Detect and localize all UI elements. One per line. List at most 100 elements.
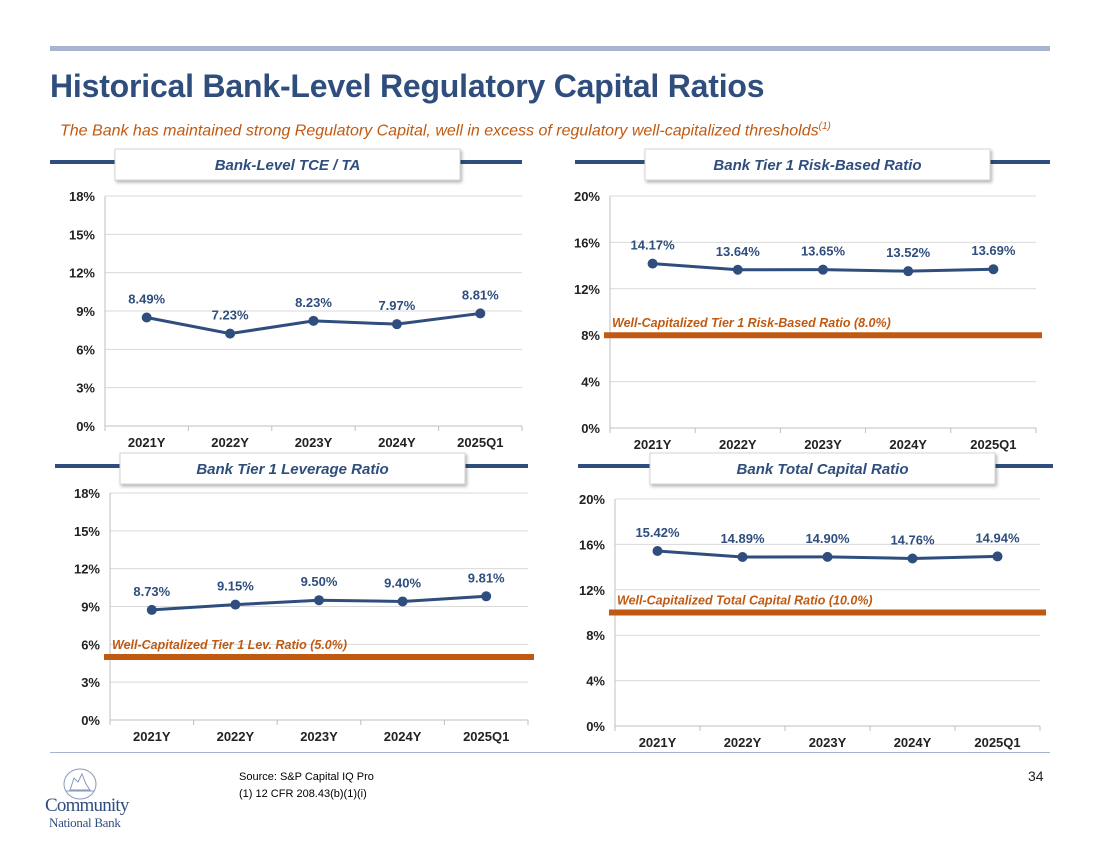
- chart-1-xtick-label: 2024Y: [889, 437, 927, 452]
- chart-1-ytick-label: 0%: [581, 421, 600, 436]
- chart-3-data-point: [652, 545, 663, 556]
- chart-0-ytick-label: 15%: [69, 227, 95, 242]
- chart-0-ytick-label: 12%: [69, 266, 95, 281]
- chart-1-xtick-label: 2021Y: [634, 437, 672, 452]
- chart-3-ytick-label: 16%: [579, 537, 605, 552]
- chart-3-threshold-label: Well-Capitalized Total Capital Ratio (10…: [617, 594, 873, 608]
- chart-3-xtick-label: 2022Y: [724, 735, 762, 750]
- chart-0-data-point: [391, 319, 402, 330]
- chart-3-ytick-label: 12%: [579, 583, 605, 598]
- chart-2-ytick-label: 3%: [81, 675, 100, 690]
- bank-logo-icon: [63, 768, 97, 800]
- chart-3-data-label: 14.94%: [975, 530, 1020, 545]
- chart-3-xtick-label: 2024Y: [894, 735, 932, 750]
- chart-3-xtick-label: 2025Q1: [974, 735, 1020, 750]
- chart-3-ytick-label: 0%: [586, 719, 605, 734]
- chart-2-ytick-label: 15%: [74, 524, 100, 539]
- chart-3-data-label: 14.89%: [720, 531, 765, 546]
- chart-1-data-label: 13.64%: [716, 244, 761, 259]
- chart-3-xtick-label: 2023Y: [809, 735, 847, 750]
- chart-0-data-point: [141, 312, 152, 323]
- subtitle-footnote-marker: (1): [818, 121, 831, 132]
- chart-2-xtick-label: 2021Y: [133, 729, 171, 744]
- chart-0-title-box: [114, 148, 461, 181]
- chart-2-data-point: [481, 591, 492, 602]
- source-line: Source: S&P Capital IQ Pro: [239, 771, 374, 783]
- chart-1-title-box: [644, 148, 991, 181]
- chart-2-xtick-label: 2022Y: [217, 729, 255, 744]
- source-notes: Source: S&P Capital IQ Pro (1) 12 CFR 20…: [239, 769, 374, 803]
- chart-2-data-label: 9.40%: [384, 575, 421, 590]
- chart-1-data-label: 13.65%: [801, 244, 846, 259]
- chart-3-data-point: [822, 551, 833, 562]
- chart-2-data-label: 9.81%: [468, 570, 505, 585]
- chart-3-data-point: [992, 551, 1003, 562]
- chart-2-ytick-label: 9%: [81, 600, 100, 615]
- footnote-line: (1) 12 CFR 208.43(b)(1)(i): [239, 788, 367, 800]
- chart-1-xtick-label: 2022Y: [719, 437, 757, 452]
- chart-3-data-point: [907, 553, 918, 564]
- chart-0-xtick-label: 2023Y: [295, 435, 333, 450]
- chart-3-ytick-label: 4%: [586, 674, 605, 689]
- chart-3-xtick-label: 2021Y: [639, 735, 677, 750]
- chart-0-data-label: 8.49%: [128, 292, 165, 307]
- page-subtitle: The Bank has maintained strong Regulator…: [60, 121, 831, 140]
- chart-3-data-label: 15.42%: [635, 525, 680, 540]
- chart-0-xtick-label: 2022Y: [211, 435, 249, 450]
- chart-0-ytick-label: 3%: [76, 381, 95, 396]
- chart-1-data-point: [988, 264, 999, 275]
- chart-1-data-label: 13.69%: [971, 243, 1016, 258]
- chart-2-title-box: [119, 452, 466, 485]
- chart-0-ytick-label: 0%: [76, 419, 95, 434]
- chart-0-data-label: 7.23%: [212, 308, 249, 323]
- chart-3-data-point: [737, 551, 748, 562]
- chart-1-threshold-label: Well-Capitalized Tier 1 Risk-Based Ratio…: [612, 316, 891, 330]
- chart-1-xtick-label: 2025Q1: [970, 437, 1016, 452]
- chart-0-data-point: [475, 308, 486, 319]
- chart-2-ytick-label: 0%: [81, 713, 100, 728]
- page-number: 34: [1028, 768, 1044, 784]
- chart-2-ytick-label: 18%: [74, 486, 100, 501]
- chart-3-ytick-label: 20%: [579, 492, 605, 507]
- chart-0-data-label: 8.81%: [462, 287, 499, 302]
- chart-2-xtick-label: 2025Q1: [463, 729, 509, 744]
- chart-2-data-label: 9.15%: [217, 579, 254, 594]
- chart-1-data-point: [732, 264, 743, 275]
- chart-1-ytick-label: 16%: [574, 235, 600, 250]
- chart-1-data-label: 13.52%: [886, 245, 931, 260]
- chart-2-title: Bank Tier 1 Leverage Ratio: [196, 461, 388, 478]
- logo-text-community: Community: [45, 795, 129, 816]
- chart-1-title: Bank Tier 1 Risk-Based Ratio: [713, 157, 921, 174]
- chart-2-data-point: [230, 599, 241, 610]
- chart-2-data-label: 9.50%: [301, 574, 338, 589]
- chart-2-ytick-label: 12%: [74, 562, 100, 577]
- chart-2-data-point: [397, 596, 408, 607]
- chart-0-data-label: 8.23%: [295, 295, 332, 310]
- chart-2-ytick-label: 6%: [81, 637, 100, 652]
- chart-0-title: Bank-Level TCE / TA: [215, 157, 361, 174]
- chart-1-ytick-label: 4%: [581, 375, 600, 390]
- chart-3-data-label: 14.90%: [805, 531, 850, 546]
- chart-0-ytick-label: 6%: [76, 342, 95, 357]
- chart-3-title-box: [649, 452, 996, 485]
- bottom-rule: [50, 752, 1050, 753]
- top-rule: [50, 46, 1050, 51]
- chart-0-xtick-label: 2021Y: [128, 435, 166, 450]
- chart-2-data-label: 8.73%: [133, 584, 170, 599]
- chart-0-data-point: [225, 328, 236, 339]
- chart-1-data-point: [818, 264, 828, 275]
- chart-1-data-label: 14.17%: [631, 238, 676, 253]
- chart-2-threshold-label: Well-Capitalized Tier 1 Lev. Ratio (5.0%…: [112, 638, 347, 652]
- chart-1-data-point: [647, 258, 658, 269]
- page-title: Historical Bank-Level Regulatory Capital…: [50, 68, 765, 104]
- logo-text-national-bank: National Bank: [49, 815, 121, 830]
- chart-3-ytick-label: 8%: [586, 628, 605, 643]
- chart-1-ytick-label: 20%: [574, 189, 600, 204]
- chart-0-ytick-label: 9%: [76, 304, 95, 319]
- chart-1-ytick-label: 12%: [574, 282, 600, 297]
- chart-0-data-point: [308, 315, 319, 326]
- chart-3-data-label: 14.76%: [890, 532, 935, 547]
- chart-2-xtick-label: 2023Y: [300, 729, 338, 744]
- chart-0-ytick-label: 18%: [69, 189, 95, 204]
